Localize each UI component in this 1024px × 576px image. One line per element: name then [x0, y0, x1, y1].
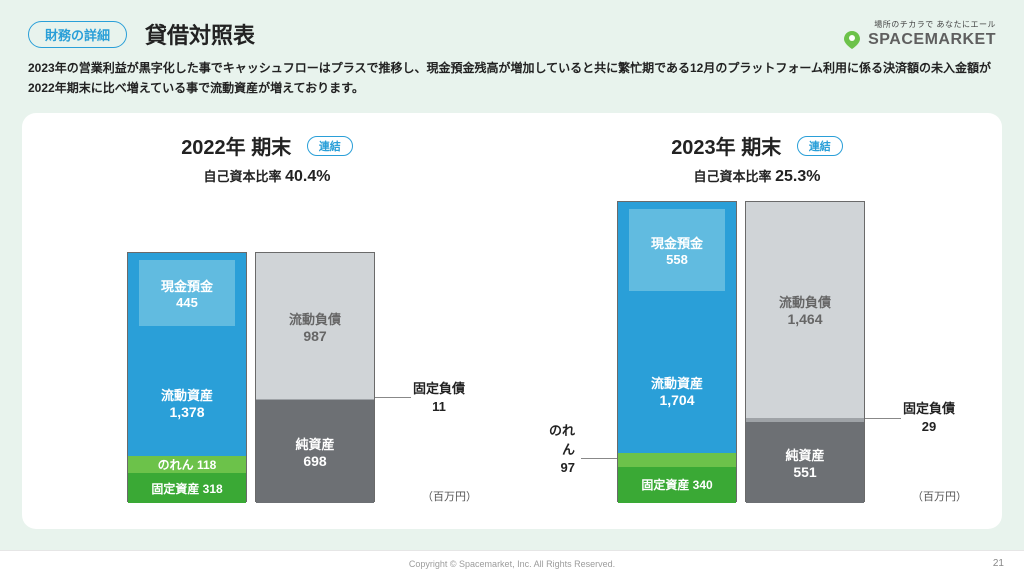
liabilities-column: 流動負債987純資産698 [255, 252, 375, 501]
fixed-assets-seg: のれん 118固定資産 318 [128, 456, 246, 503]
goodwill-seg: のれん 118 [128, 456, 246, 473]
ratio-value-2022: 40.4% [285, 168, 330, 185]
logo-tagline: 場所のチカラで あなたにエール [842, 19, 996, 30]
fixed-assets-seg: 固定資産 340 [618, 453, 736, 503]
footer: Copyright © Spacemarket, Inc. All Rights… [0, 550, 1024, 576]
net-assets-seg: 純資産698 [256, 400, 374, 503]
panel-title-2023: 2023年 期末 連結 [512, 131, 1002, 160]
section-tag: 財務の詳細 [28, 21, 127, 48]
goodwill-label: のれん97 [547, 422, 575, 477]
header: 財務の詳細 貸借対照表 場所のチカラで あなたにエール SPACEMARKET [0, 0, 1024, 58]
callout-line [375, 397, 411, 398]
chart-card: 2022年 期末 連結 自己資本比率 40.4% （百万円） 流動資産1,378… [22, 113, 1002, 529]
fixed-liab-label: 固定負債11 [413, 380, 465, 416]
liabilities-column: 流動負債1,464純資産551 [745, 201, 865, 501]
copyright: Copyright © Spacemarket, Inc. All Rights… [409, 559, 615, 569]
current-liab-seg: 流動負債1,464 [746, 202, 864, 417]
logo-mark-icon [842, 30, 862, 50]
balance-chart-2022: （百万円） 流動資産1,378のれん 118固定資産 318現金預金445流動負… [57, 202, 477, 502]
description: 2023年の営業利益が黒字化した事でキャッシュフローはプラスで推移し、現金預金残… [0, 58, 1024, 99]
ratio-label: 自己資本比率 [693, 169, 771, 184]
page-number: 21 [993, 558, 1004, 569]
equity-ratio-line-2022: 自己資本比率 40.4% [22, 166, 512, 186]
year-label-2022: 2022年 期末 [181, 137, 291, 159]
unit-label: （百万円） [912, 488, 967, 504]
panel-2022: 2022年 期末 連結 自己資本比率 40.4% （百万円） 流動資産1,378… [22, 131, 512, 511]
year-label-2023: 2023年 期末 [671, 137, 781, 159]
unit-label: （百万円） [422, 488, 477, 504]
logo-block: 場所のチカラで あなたにエール SPACEMARKET [842, 19, 996, 50]
fixed-liab-label: 固定負債29 [903, 400, 955, 436]
logo-text: SPACEMARKET [868, 31, 996, 49]
current-liab-seg: 流動負債987 [256, 253, 374, 398]
callout-line [865, 418, 901, 419]
consolidated-tag: 連結 [307, 136, 353, 156]
consolidated-tag: 連結 [797, 136, 843, 156]
ratio-label: 自己資本比率 [203, 169, 281, 184]
callout-line [581, 458, 617, 459]
panel-2023: 2023年 期末 連結 自己資本比率 25.3% （百万円） 流動資産1,704… [512, 131, 1002, 511]
panel-title-2022: 2022年 期末 連結 [22, 131, 512, 160]
equity-ratio-line-2023: 自己資本比率 25.3% [512, 166, 1002, 186]
balance-chart-2023: （百万円） 流動資産1,704固定資産 340現金預金558流動負債1,464純… [547, 202, 967, 502]
page-title: 貸借対照表 [145, 18, 255, 50]
logo: SPACEMARKET [842, 30, 996, 50]
ratio-value-2023: 25.3% [775, 168, 820, 185]
goodwill-seg [618, 453, 736, 467]
cash-seg: 現金預金558 [629, 209, 725, 291]
cash-seg: 現金預金445 [139, 260, 235, 325]
net-assets-seg: 純資産551 [746, 422, 864, 503]
